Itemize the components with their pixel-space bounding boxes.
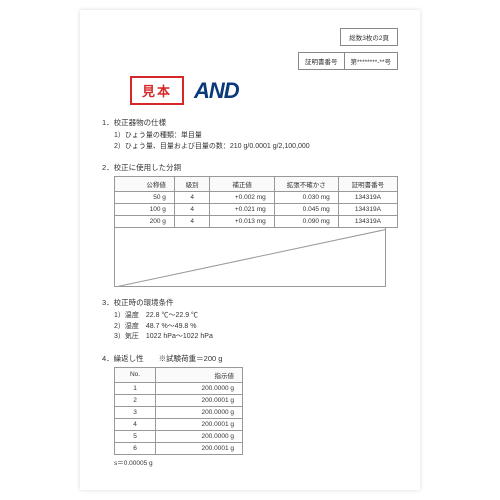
col-no: No. (115, 367, 156, 382)
repeatability-table: No. 指示値 1200.0000 g 2200.0001 g 3200.000… (114, 367, 243, 455)
table-header-row: No. 指示値 (115, 367, 243, 382)
sec1-line2: 2）ひょう量、目量および目量の数：210 g/0.0001 g/2,100,00… (114, 142, 398, 153)
col-nominal: 公称値 (115, 177, 175, 192)
table-header-row: 公称値 級別 補正値 拡張不確かさ 証明書番号 (115, 177, 398, 192)
table-row: 50 g4+0.002 mg0.030 mg134319A (115, 192, 398, 204)
cert-value: 第********-**号 (345, 53, 397, 69)
cert-number-row: 証明書番号 第********-**号 (102, 52, 398, 70)
col-reading: 指示値 (156, 367, 243, 382)
section-1: 1．校正器物の仕様 1）ひょう量の種類：単目量 2）ひょう量、目量および目量の数… (102, 117, 398, 152)
col-certno: 証明書番号 (338, 177, 397, 192)
cert-label: 証明書番号 (299, 53, 345, 69)
section-3-title: 3．校正時の環境条件 (102, 297, 398, 308)
sec1-line1: 1）ひょう量の種類：単目量 (114, 131, 398, 142)
cert-number-box: 証明書番号 第********-**号 (298, 52, 398, 70)
section-4: 4．繰返し性 ※試験荷重＝200 g No. 指示値 1200.0000 g 2… (102, 353, 398, 467)
section-1-title: 1．校正器物の仕様 (102, 117, 398, 128)
page-count-box: 総数3枚の2頁 (340, 28, 398, 46)
section-3: 3．校正時の環境条件 1）温度 22.8 ℃～22.9 ℃ 2）湿度 48.7 … (102, 297, 398, 343)
brand-logo: AND (194, 78, 239, 104)
section-2-title: 2．校正に使用した分銅 (102, 162, 398, 173)
sample-stamp: 見本 (130, 76, 184, 105)
table-row: 4200.0001 g (115, 418, 243, 430)
table-row: 2200.0001 g (115, 394, 243, 406)
table-row: 3200.0000 g (115, 406, 243, 418)
std-dev-note: s＝0.00005 g (114, 457, 398, 467)
sec3-line2: 2）湿度 48.7 %～49.8 % (114, 322, 398, 333)
table-row: 200 g4+0.013 mg0.090 mg134319A (115, 216, 398, 228)
diagonal-empty-box (114, 228, 386, 287)
section-4-title: 4．繰返し性 ※試験荷重＝200 g (102, 353, 398, 364)
table-row: 5200.0000 g (115, 430, 243, 442)
certificate-page: 総数3枚の2頁 証明書番号 第********-**号 見本 AND 1．校正器… (80, 10, 420, 490)
header: 見本 AND (130, 76, 398, 105)
top-meta-row: 総数3枚の2頁 (102, 28, 398, 46)
table-row: 6200.0001 g (115, 442, 243, 454)
col-correction: 補正値 (210, 177, 274, 192)
calibration-weights-table: 公称値 級別 補正値 拡張不確かさ 証明書番号 50 g4+0.002 mg0.… (114, 176, 398, 228)
sec3-line3: 3）気圧 1022 hPa～1022 hPa (114, 332, 398, 343)
section-2: 2．校正に使用した分銅 公称値 級別 補正値 拡張不確かさ 証明書番号 50 g… (102, 162, 398, 287)
table-row: 100 g4+0.021 mg0.045 mg134319A (115, 204, 398, 216)
col-uncertainty: 拡張不確かさ (274, 177, 338, 192)
table-row: 1200.0000 g (115, 382, 243, 394)
sec3-line1: 1）温度 22.8 ℃～22.9 ℃ (114, 311, 398, 322)
col-class: 級別 (174, 177, 210, 192)
